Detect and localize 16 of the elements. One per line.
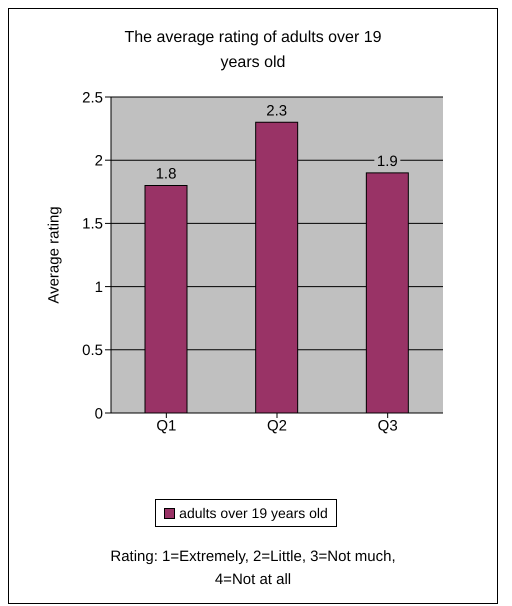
text: Rating: 1=Extremely, 2=Little, 3=Not much, 4=Not at all [109,547,397,590]
x-tick-label: Q2 [266,418,288,435]
y-tick-label: 2.5 [82,89,103,106]
y-tick-label: 1.5 [82,216,103,233]
y-axis-title: Average rating [45,206,62,304]
chart-title: The average rating of adults over 19 years old [123,28,383,73]
data-label: 1.8 [156,165,176,182]
x-tick-label: Q1 [156,418,176,435]
y-tick-label: 0 [94,405,103,422]
data-label: 2.3 [266,102,288,120]
y-tick-label: 1 [94,278,103,296]
x-tick-label: Q3 [378,418,398,435]
y-tick-label: 2 [94,152,103,170]
legend-label: adults over 19 years old [178,505,328,521]
data-label: 1.9 [376,152,398,170]
y-tick-label: 0.5 [82,342,103,360]
